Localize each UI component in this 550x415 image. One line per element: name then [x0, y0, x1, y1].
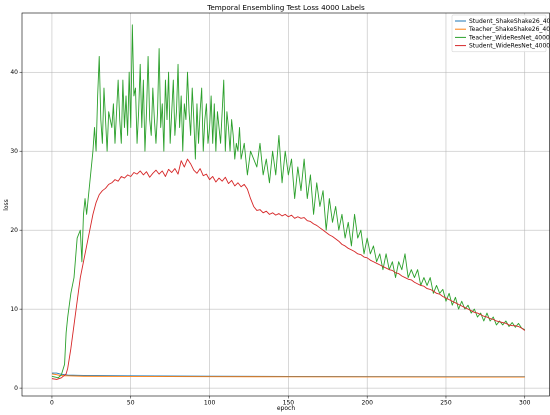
y-tick-label: 30	[10, 148, 18, 155]
x-tick-label: 200	[361, 400, 373, 407]
x-axis-label: epoch	[277, 405, 295, 412]
x-tick-label: 100	[204, 400, 216, 407]
y-tick-label: 40	[10, 69, 18, 76]
x-tick-label: 150	[283, 400, 295, 407]
legend-label: Teacher_ShakeShake26_4000	[468, 26, 550, 33]
y-axis-label: loss	[3, 199, 10, 211]
x-tick-label: 0	[50, 400, 54, 407]
legend-box	[451, 14, 547, 53]
y-tick-label: 0	[14, 385, 18, 392]
legend-label: Student_ShakeShake26_4000	[469, 18, 550, 25]
x-tick-label: 250	[440, 400, 452, 407]
series-layer	[51, 24, 526, 380]
y-tick-label: 10	[10, 306, 18, 313]
x-tick-label: 300	[519, 400, 531, 407]
x-axis-ticks: 0 50 100 150 200 250 300	[50, 396, 531, 407]
y-axis-ticks: 0 10 20 30 40	[10, 69, 22, 392]
legend-label: Teacher_WideResNet_4000	[468, 34, 550, 41]
x-tick-label: 50	[127, 400, 135, 407]
series-line-3	[51, 24, 525, 379]
series-line-4	[51, 158, 526, 380]
grid	[22, 13, 550, 396]
y-tick-label: 20	[10, 227, 18, 234]
legend: Student_ShakeShake26_4000Teacher_ShakeSh…	[451, 14, 550, 53]
chart-title: Temporal Ensembling Test Loss 4000 Label…	[206, 3, 365, 12]
plot-frame	[21, 12, 550, 397]
series-line-2	[51, 373, 525, 378]
legend-label: Student_WideResNet_4000	[469, 43, 550, 50]
